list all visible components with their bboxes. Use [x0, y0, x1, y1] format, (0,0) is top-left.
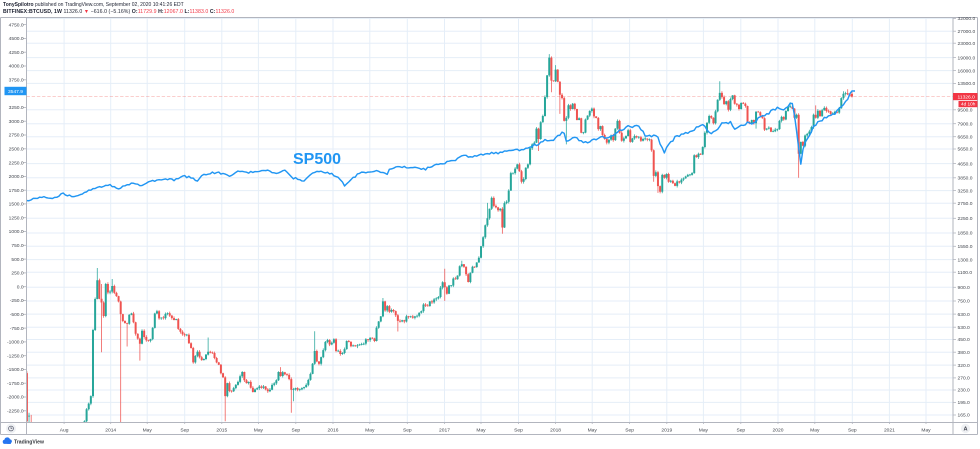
svg-text:Sep: Sep: [625, 427, 634, 433]
svg-text:Sep: Sep: [180, 427, 189, 433]
svg-text:2014: 2014: [105, 427, 116, 433]
svg-text:4500.0: 4500.0: [9, 36, 24, 42]
svg-text:3000.0: 3000.0: [9, 119, 24, 125]
svg-text:2750.0: 2750.0: [958, 201, 973, 207]
svg-text:250.0: 250.0: [11, 271, 24, 277]
svg-text:1300.0: 1300.0: [958, 257, 973, 263]
svg-text:4000.0: 4000.0: [9, 64, 24, 70]
svg-text:2250.0: 2250.0: [9, 160, 24, 166]
svg-text:-2000.0: -2000.0: [7, 395, 24, 401]
svg-text:2500.0: 2500.0: [9, 147, 24, 153]
svg-text:-1750.0: -1750.0: [7, 381, 24, 387]
svg-text:11326.0: 11326.0: [958, 94, 976, 100]
svg-text:320.0: 320.0: [958, 363, 971, 369]
svg-text:3850.0: 3850.0: [958, 176, 973, 182]
svg-text:3547.9: 3547.9: [8, 89, 23, 95]
svg-text:-2250.0: -2250.0: [7, 409, 24, 415]
svg-text:1850.0: 1850.0: [958, 231, 973, 237]
svg-text:380.0: 380.0: [958, 350, 971, 356]
svg-text:1550.0: 1550.0: [958, 244, 973, 250]
svg-text:May: May: [143, 427, 153, 433]
svg-text:Sep: Sep: [848, 427, 857, 433]
svg-text:230.0: 230.0: [958, 388, 971, 394]
svg-text:Sep: Sep: [403, 427, 412, 433]
svg-text:Sep: Sep: [514, 427, 523, 433]
svg-text:165.0: 165.0: [958, 413, 971, 419]
svg-text:A: A: [963, 427, 967, 433]
svg-text:-1250.0: -1250.0: [7, 353, 24, 359]
svg-text:7900.0: 7900.0: [958, 121, 973, 127]
svg-text:195.0: 195.0: [958, 400, 971, 406]
svg-text:2018: 2018: [550, 427, 561, 433]
svg-text:2019: 2019: [661, 427, 672, 433]
svg-text:1500.0: 1500.0: [9, 202, 24, 208]
svg-text:270.0: 270.0: [958, 376, 971, 382]
svg-text:Sep: Sep: [736, 427, 745, 433]
svg-text:2250.0: 2250.0: [958, 216, 973, 222]
svg-text:0.0: 0.0: [17, 284, 24, 290]
svg-text:19000.0: 19000.0: [958, 55, 976, 61]
svg-text:13500.0: 13500.0: [958, 81, 976, 87]
svg-text:450.0: 450.0: [958, 337, 971, 343]
svg-text:3750.0: 3750.0: [9, 78, 24, 84]
svg-text:2000.0: 2000.0: [9, 174, 24, 180]
svg-text:2750.0: 2750.0: [9, 133, 24, 139]
svg-text:May: May: [254, 427, 264, 433]
svg-text:-250.0: -250.0: [10, 298, 24, 304]
svg-text:-1000.0: -1000.0: [7, 340, 24, 346]
svg-text:May: May: [476, 427, 486, 433]
svg-text:May: May: [588, 427, 598, 433]
svg-text:Aug: Aug: [60, 427, 69, 433]
svg-text:May: May: [810, 427, 820, 433]
svg-text:1250.0: 1250.0: [9, 215, 24, 221]
svg-text:5650.0: 5650.0: [958, 147, 973, 153]
svg-text:May: May: [699, 427, 709, 433]
svg-text:32000.0: 32000.0: [958, 16, 976, 22]
svg-text:TradingView: TradingView: [14, 440, 44, 446]
svg-text:9500.0: 9500.0: [958, 108, 973, 114]
svg-text:2021: 2021: [884, 427, 895, 433]
svg-text:27000.0: 27000.0: [958, 29, 976, 35]
svg-text:3250.0: 3250.0: [958, 188, 973, 194]
svg-text:4250.0: 4250.0: [9, 50, 24, 56]
svg-text:-500.0: -500.0: [10, 312, 24, 318]
svg-text:2020: 2020: [773, 427, 784, 433]
svg-text:23000.0: 23000.0: [958, 41, 976, 47]
svg-text:16000.0: 16000.0: [958, 68, 976, 74]
svg-text:2017: 2017: [439, 427, 450, 433]
svg-text:630.0: 630.0: [958, 312, 971, 318]
svg-text:-750.0: -750.0: [10, 326, 24, 332]
svg-text:6650.0: 6650.0: [958, 134, 973, 140]
svg-text:2015: 2015: [216, 427, 227, 433]
svg-text:530.0: 530.0: [958, 325, 971, 331]
svg-text:1000.0: 1000.0: [9, 229, 24, 235]
svg-text:4750.0: 4750.0: [9, 22, 24, 28]
svg-text:750.0: 750.0: [958, 299, 971, 305]
svg-text:Sep: Sep: [291, 427, 300, 433]
svg-text:-1500.0: -1500.0: [7, 367, 24, 373]
svg-text:500.0: 500.0: [11, 257, 24, 263]
svg-text:3250.0: 3250.0: [9, 105, 24, 111]
svg-text:May: May: [921, 427, 931, 433]
svg-text:1750.0: 1750.0: [9, 188, 24, 194]
svg-text:900.0: 900.0: [958, 285, 971, 291]
svg-text:4650.0: 4650.0: [958, 161, 973, 167]
svg-text:4d 10h: 4d 10h: [961, 102, 976, 107]
svg-text:750.0: 750.0: [11, 243, 24, 249]
svg-text:May: May: [365, 427, 375, 433]
svg-text:2016: 2016: [328, 427, 339, 433]
svg-text:1100.0: 1100.0: [958, 270, 973, 276]
svg-text:SP500: SP500: [293, 151, 341, 168]
